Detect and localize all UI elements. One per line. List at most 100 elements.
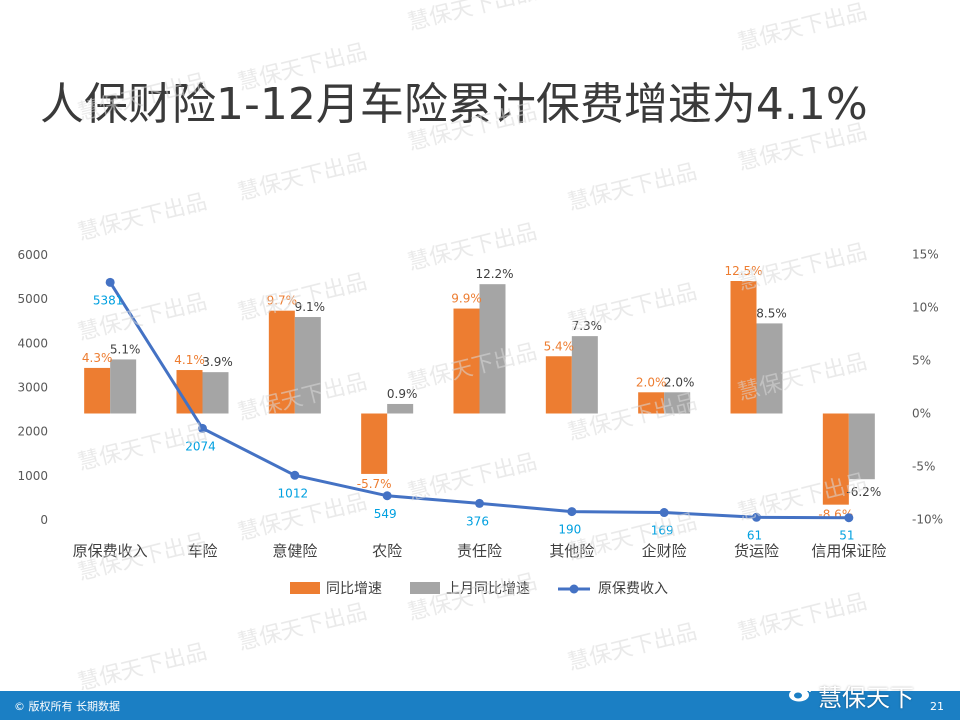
premium-point	[844, 513, 854, 523]
data-label-yoy: 5.4%	[544, 339, 575, 353]
data-label-premium: 190	[558, 523, 581, 537]
data-label-yoy: -5.7%	[357, 477, 392, 491]
bar-yoy	[453, 308, 480, 414]
bar-prev-month	[479, 284, 506, 414]
data-label-premium: 51	[839, 529, 854, 543]
data-label-prev-month: 0.9%	[387, 387, 418, 401]
premium-point	[659, 508, 669, 518]
x-axis-category-label: 责任险	[457, 542, 502, 560]
data-label-yoy: 4.1%	[174, 353, 205, 367]
watermark-text: 慧保天下出品	[565, 620, 699, 676]
legend-swatch-prev-month	[410, 582, 440, 594]
right-axis-tick-label: -5%	[912, 460, 935, 474]
left-axis-tick-label: 4000	[17, 336, 48, 350]
bar-yoy	[361, 413, 388, 474]
legend-swatch-yoy	[290, 582, 320, 594]
right-axis-tick-label: 15%	[912, 248, 939, 262]
watermark-text: 慧保天下出品	[75, 640, 209, 690]
x-axis-category-label: 企财险	[642, 542, 687, 560]
page-title: 人保财险1-12月车险累计保费增速为4.1%	[40, 79, 868, 130]
watermark-text: 慧保天下出品	[75, 420, 209, 476]
legend-label-premium: 原保费收入	[598, 581, 668, 597]
bar-yoy	[822, 413, 849, 505]
data-label-prev-month: 3.9%	[202, 355, 233, 369]
data-label-premium: 376	[466, 514, 489, 528]
data-label-prev-month: 12.2%	[475, 267, 513, 281]
bar-yoy	[545, 356, 572, 414]
combo-chart: 0 1000 2000 3000 4000 5000 6000 -10% -5% 0% 5% 10% 1…	[17, 0, 943, 690]
watermark-text: 慧保天下出品	[735, 0, 869, 56]
premium-point	[290, 470, 300, 480]
data-label-prev-month: 5.1%	[110, 342, 141, 356]
premium-point	[752, 512, 761, 522]
watermark-text: 慧保天下出品	[735, 590, 869, 646]
data-label-premium: 2074	[185, 439, 216, 453]
watermark-text: 慧保天下出品	[735, 120, 869, 176]
premium-point	[567, 507, 577, 517]
bar-prev-month	[756, 323, 783, 414]
premium-point	[382, 491, 392, 501]
data-label-premium: 1012	[278, 486, 309, 500]
x-axis-category-label: 货运险	[734, 542, 779, 560]
x-axis-category-label: 农险	[372, 542, 402, 560]
x-axis-category-label: 信用保证险	[811, 542, 886, 560]
data-label-prev-month: 8.5%	[756, 306, 787, 320]
watermark-text: 慧保天下出品	[405, 100, 539, 156]
bar-prev-month	[571, 336, 598, 414]
right-axis-tick-label: 10%	[912, 301, 939, 315]
x-axis-category-label: 意健险	[272, 542, 317, 560]
bar-prev-month	[848, 413, 875, 480]
x-axis-category-label: 车险	[187, 542, 217, 560]
data-label-yoy: 2.0%	[636, 375, 667, 389]
data-label-prev-month: 7.3%	[572, 319, 603, 333]
data-label-yoy: 4.3%	[82, 351, 113, 365]
bar-prev-month	[110, 359, 137, 414]
footer-bar: © 版权所有 长期数据	[0, 691, 960, 720]
brand-logo-text: 慧保天下	[818, 684, 914, 712]
bar-yoy	[84, 367, 111, 414]
bar-prev-month	[387, 403, 414, 414]
data-label-prev-month: 2.0%	[664, 375, 695, 389]
premium-point	[105, 277, 115, 287]
data-label-premium: 549	[374, 507, 397, 521]
watermark-text: 慧保天下出品	[405, 0, 539, 36]
watermark-text: 慧保天下出品	[565, 280, 699, 336]
bar-yoy	[730, 281, 757, 414]
right-axis-tick-label: -10%	[912, 513, 943, 527]
premium-point	[198, 423, 207, 433]
x-axis-category-label: 原保费收入	[73, 542, 148, 560]
x-axis-category-label: 其他险	[549, 542, 594, 560]
left-axis-tick-label: 2000	[17, 425, 48, 439]
watermark-text: 慧保天下出品	[75, 190, 209, 246]
bar-prev-month	[202, 372, 229, 414]
left-axis-tick-label: 5000	[17, 292, 48, 306]
bar-yoy	[268, 310, 295, 414]
watermark-text: 慧保天下出品	[235, 600, 369, 656]
bar-prev-month	[294, 317, 321, 414]
data-label-premium: 169	[651, 524, 674, 538]
watermark-text: 慧保天下出品	[235, 150, 369, 206]
watermark-text: 慧保天下出品	[75, 70, 209, 126]
watermark-text: 慧保天下出品	[405, 570, 539, 626]
watermark-text: 慧保天下出品	[235, 40, 369, 96]
left-axis-tick-label: 6000	[17, 248, 48, 262]
right-axis-tick-label: 5%	[912, 354, 931, 368]
premium-point	[475, 498, 484, 508]
copyright-text: © 版权所有 长期数据	[14, 700, 120, 713]
watermark-text: 慧保天下出品	[405, 220, 539, 276]
watermark-text: 慧保天下出品	[75, 530, 209, 586]
legend-label-prev-month: 上月同比增速	[446, 581, 530, 597]
data-label-prev-month: 9.1%	[295, 300, 326, 314]
data-label-prev-month: -6.2%	[846, 485, 881, 499]
watermark-text: 慧保天下出品	[735, 240, 869, 296]
watermark-text: 慧保天下出品	[405, 450, 539, 506]
right-axis-tick-label: 0%	[912, 407, 931, 421]
left-axis-tick-label: 0	[40, 513, 48, 527]
left-axis-tick-label: 1000	[17, 469, 48, 483]
data-label-yoy: 9.9%	[451, 292, 482, 306]
watermark-text: 慧保天下出品	[565, 160, 699, 216]
left-axis-tick-label: 3000	[17, 381, 48, 395]
bar-yoy	[638, 392, 665, 414]
data-label-premium: 61	[747, 528, 762, 542]
legend-label-yoy: 同比增速	[326, 581, 382, 597]
